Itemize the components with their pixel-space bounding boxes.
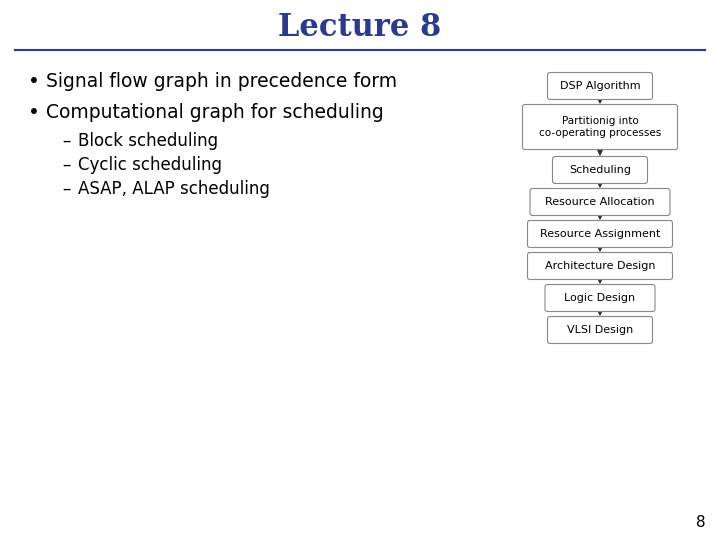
Text: ASAP, ALAP scheduling: ASAP, ALAP scheduling — [78, 180, 270, 198]
FancyBboxPatch shape — [530, 188, 670, 215]
FancyBboxPatch shape — [552, 157, 647, 184]
Text: –: – — [62, 156, 71, 174]
FancyBboxPatch shape — [523, 105, 678, 150]
Text: Computational graph for scheduling: Computational graph for scheduling — [46, 103, 384, 122]
Text: Architecture Design: Architecture Design — [545, 261, 655, 271]
Text: Partitionig into
co-operating processes: Partitionig into co-operating processes — [539, 116, 661, 138]
Text: Block scheduling: Block scheduling — [78, 132, 218, 150]
Text: Scheduling: Scheduling — [569, 165, 631, 175]
Text: Lecture 8: Lecture 8 — [279, 12, 441, 44]
Text: –: – — [62, 132, 71, 150]
Text: –: – — [62, 180, 71, 198]
FancyBboxPatch shape — [545, 285, 655, 312]
FancyBboxPatch shape — [528, 220, 672, 247]
Text: Logic Design: Logic Design — [564, 293, 636, 303]
Text: •: • — [28, 72, 40, 91]
Text: VLSI Design: VLSI Design — [567, 325, 633, 335]
Text: 8: 8 — [696, 515, 706, 530]
Text: Resource Assignment: Resource Assignment — [540, 229, 660, 239]
FancyBboxPatch shape — [547, 72, 652, 99]
FancyBboxPatch shape — [547, 316, 652, 343]
Text: DSP Algorithm: DSP Algorithm — [559, 81, 640, 91]
Text: Cyclic scheduling: Cyclic scheduling — [78, 156, 222, 174]
FancyBboxPatch shape — [528, 253, 672, 280]
Text: Resource Allocation: Resource Allocation — [545, 197, 654, 207]
Text: •: • — [28, 103, 40, 122]
Text: Signal flow graph in precedence form: Signal flow graph in precedence form — [46, 72, 397, 91]
